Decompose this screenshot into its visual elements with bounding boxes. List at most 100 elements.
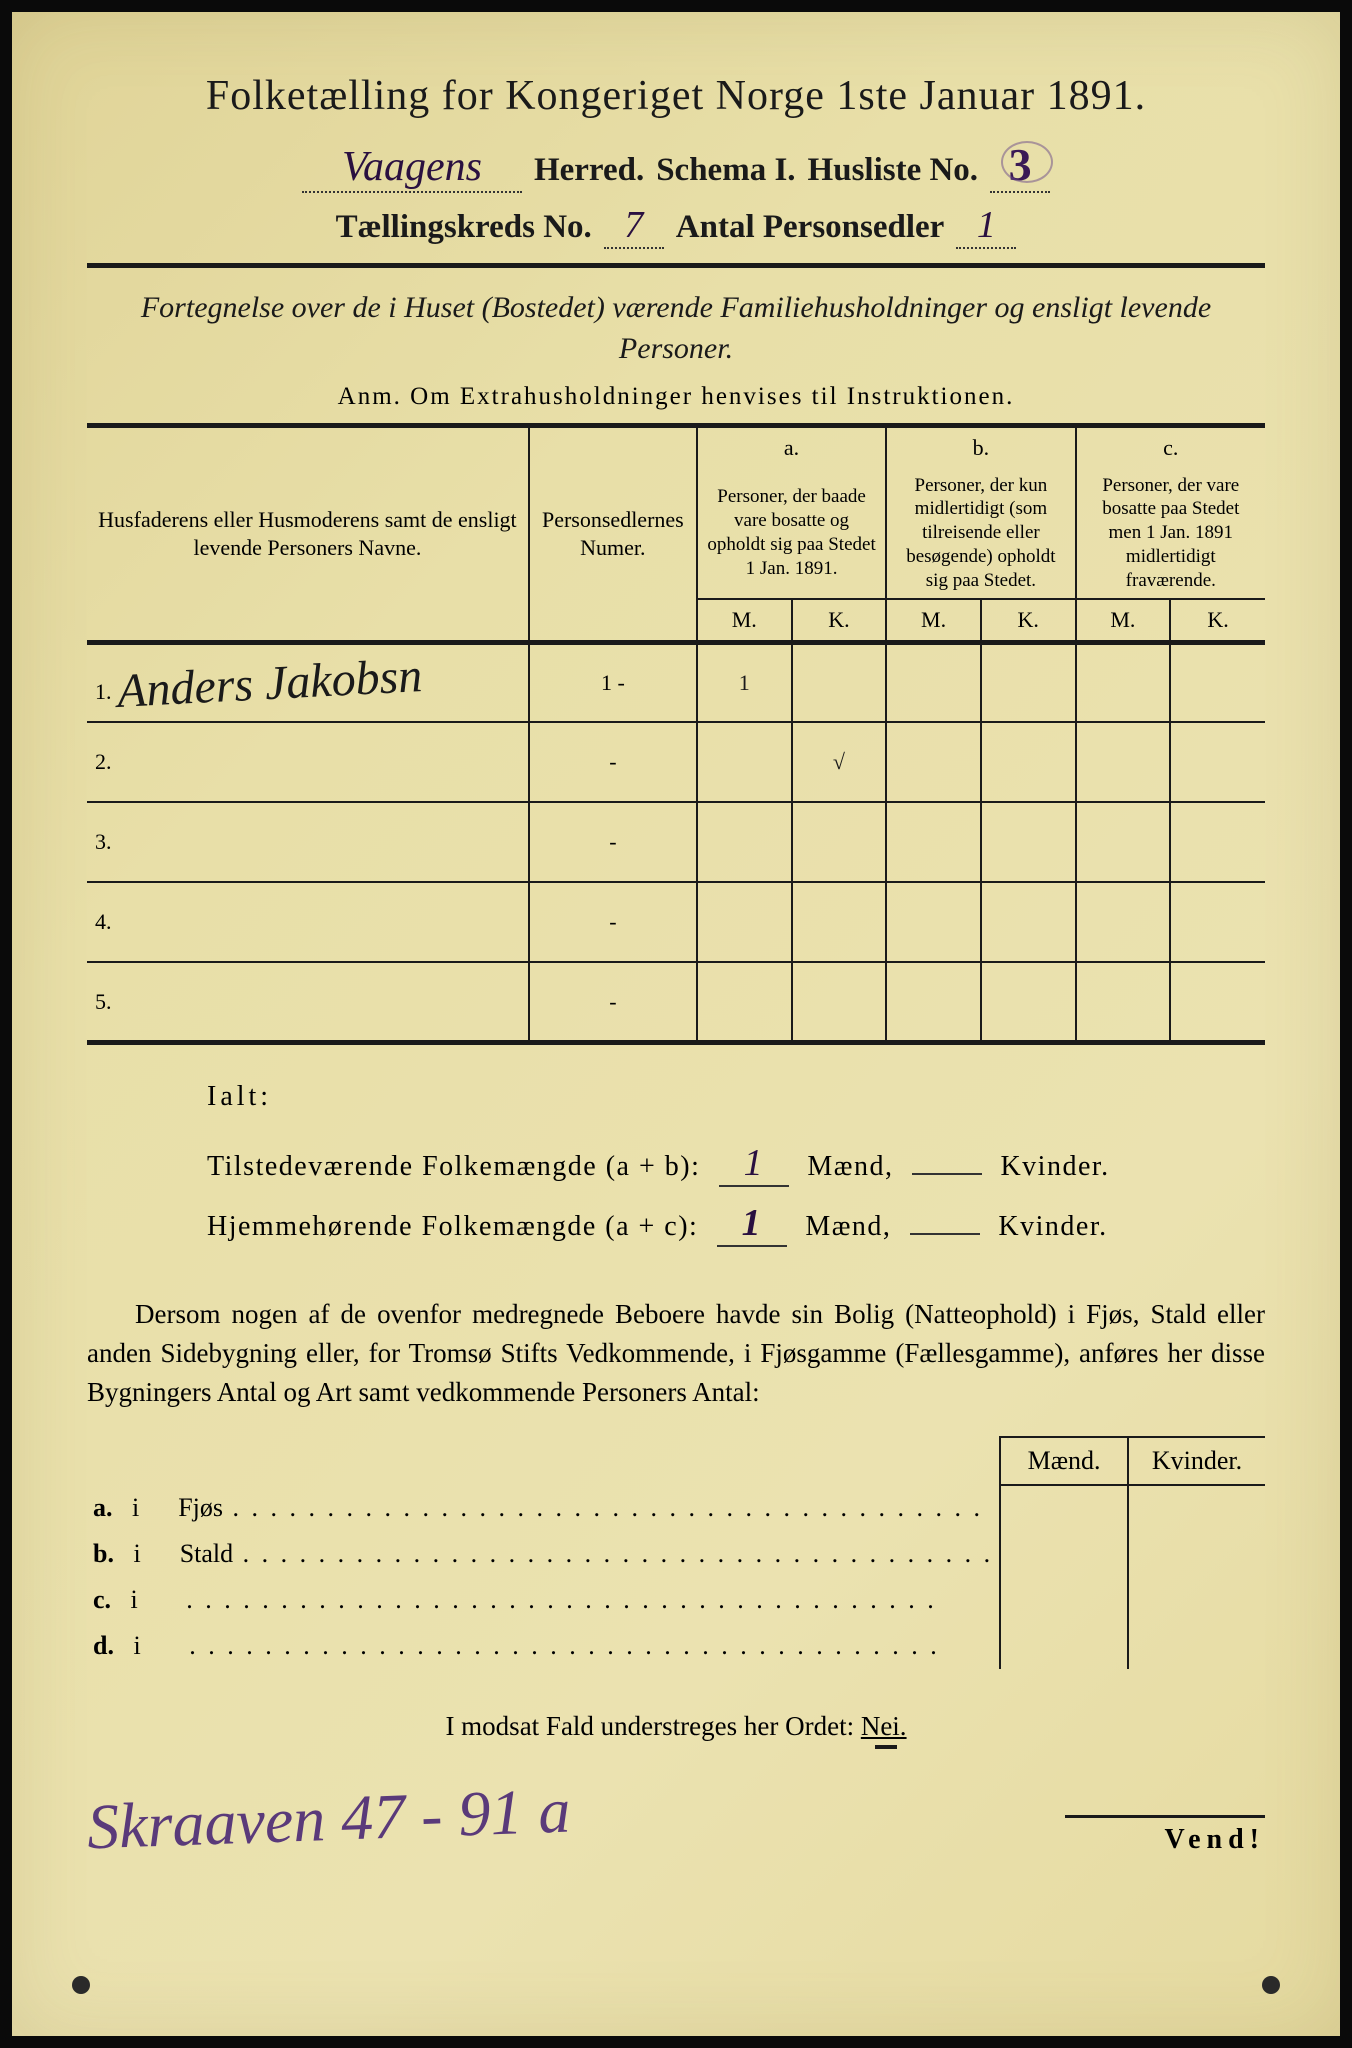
kvinder-label-2: Kvinder. [998, 1211, 1107, 1242]
header-row-2: Tællingskreds No. 7 Antal Personsedler 1 [87, 203, 1265, 249]
personsedler-num: - [529, 882, 697, 962]
side-row: a. i Fjøs . . . . . . . . . . . . . . . … [87, 1485, 1265, 1531]
footer-handwritten: Skraaven 47 - 91 a [86, 1774, 572, 1865]
cell-a-m [697, 722, 792, 802]
col-b-k: K. [981, 599, 1076, 642]
herred-value: Vaagens [342, 144, 482, 190]
schema-label: Schema I. [656, 152, 795, 189]
side-row: b. i Stald . . . . . . . . . . . . . . .… [87, 1531, 1265, 1577]
herred-label: Herred. [534, 152, 644, 189]
husliste-label: Husliste No. [808, 152, 979, 189]
cell-a-k [792, 802, 887, 882]
main-table: Husfaderens eller Husmoderens samt de en… [87, 423, 1265, 1045]
cell-b-m [886, 642, 981, 722]
cell-a-k [792, 642, 887, 722]
vend-label: Vend! [1065, 1815, 1265, 1856]
table-row: 2. - √ [87, 722, 1265, 802]
footer: Skraaven 47 - 91 a Vend! [87, 1782, 1265, 1856]
col-c-m: M. [1076, 599, 1171, 642]
divider [87, 263, 1265, 268]
nej-word: Nei. [861, 1711, 907, 1741]
modsat-pre: I modsat Fald understreges her Ordet: [445, 1711, 854, 1741]
kreds-label: Tællingskreds No. [336, 209, 592, 246]
cell-a-k: √ [792, 722, 887, 802]
table-row: 5. - [87, 962, 1265, 1042]
sum2-m: 1 [742, 1202, 763, 1244]
personsedler-num: - [529, 802, 697, 882]
page-title: Folketælling for Kongeriget Norge 1ste J… [87, 72, 1265, 120]
antal-value: 1 [977, 204, 996, 246]
sum1-m: 1 [744, 1142, 765, 1184]
modsat-line: I modsat Fald understreges her Ordet: Ne… [87, 1711, 1265, 1742]
side-head-k: Kvinder. [1128, 1437, 1265, 1485]
col-num-header: Personsedlernes Numer. [529, 426, 697, 643]
side-k [1128, 1531, 1265, 1577]
side-row-label: c. i . . . . . . . . . . . . . . . . . .… [87, 1577, 1000, 1623]
cell-c-k [1170, 722, 1265, 802]
cell-a-m [697, 802, 792, 882]
cell-b-k [981, 882, 1076, 962]
cell-b-k [981, 962, 1076, 1042]
side-row: c. i . . . . . . . . . . . . . . . . . .… [87, 1577, 1265, 1623]
cell-a-m [697, 882, 792, 962]
binding-hole-left [72, 1976, 90, 1994]
cell-a-k [792, 962, 887, 1042]
cell-b-k [981, 722, 1076, 802]
side-row-label: b. i Stald . . . . . . . . . . . . . . .… [87, 1531, 1000, 1577]
cell-c-m [1076, 962, 1171, 1042]
table-row: 4. - [87, 882, 1265, 962]
kreds-value: 7 [624, 204, 643, 246]
side-row: d. i . . . . . . . . . . . . . . . . . .… [87, 1623, 1265, 1669]
cell-b-m [886, 962, 981, 1042]
row-number: 3. [87, 802, 529, 882]
col-a-header: Personer, der baade vare bosatte og opho… [697, 468, 886, 600]
sum1-label: Tilstedeværende Folkemængde (a + b): [207, 1151, 700, 1182]
side-row-label: a. i Fjøs . . . . . . . . . . . . . . . … [87, 1485, 1000, 1531]
side-head-m: Mænd. [1000, 1437, 1128, 1485]
col-name-header: Husfaderens eller Husmoderens samt de en… [87, 426, 529, 643]
cell-c-k [1170, 802, 1265, 882]
census-form-page: Folketælling for Kongeriget Norge 1ste J… [0, 0, 1352, 2048]
cell-b-k [981, 802, 1076, 882]
cell-a-m [697, 962, 792, 1042]
col-c-tag: c. [1076, 426, 1265, 468]
maend-label-2: Mænd, [805, 1211, 891, 1242]
subtitle: Fortegnelse over de i Huset (Bostedet) v… [87, 288, 1265, 369]
totals-block: Ialt: Tilstedeværende Folkemængde (a + b… [207, 1081, 1265, 1247]
cell-b-m [886, 722, 981, 802]
binding-hole-right [1262, 1976, 1280, 1994]
table-row: 1. Anders Jakobsn1 -1 [87, 642, 1265, 722]
side-m [1000, 1577, 1128, 1623]
col-c-header: Personer, der vare bosatte paa Stedet me… [1076, 468, 1265, 600]
personsedler-num: - [529, 722, 697, 802]
husliste-value: 3 [1009, 139, 1032, 190]
sum2-label: Hjemmehørende Folkemængde (a + c): [207, 1211, 698, 1242]
row-number: 2. [87, 722, 529, 802]
side-m [1000, 1485, 1128, 1531]
side-building-paragraph: Dersom nogen af de ovenfor medregnede Be… [87, 1295, 1265, 1412]
personsedler-num: 1 - [529, 642, 697, 722]
header-row-1: Vaagens Herred. Schema I. Husliste No. 3 [87, 138, 1265, 193]
cell-c-m [1076, 642, 1171, 722]
maend-label: Mænd, [807, 1151, 893, 1182]
cell-b-k [981, 642, 1076, 722]
cell-a-k [792, 882, 887, 962]
col-b-m: M. [886, 599, 981, 642]
side-row-label: d. i . . . . . . . . . . . . . . . . . .… [87, 1623, 1000, 1669]
col-a-m: M. [697, 599, 792, 642]
col-a-k: K. [792, 599, 887, 642]
table-row: 3. - [87, 802, 1265, 882]
antal-label: Antal Personsedler [676, 209, 945, 246]
ialt-label: Ialt: [207, 1081, 272, 1113]
cell-c-k [1170, 642, 1265, 722]
row-number: 4. [87, 882, 529, 962]
col-a-tag: a. [697, 426, 886, 468]
cell-b-m [886, 882, 981, 962]
cell-c-m [1076, 882, 1171, 962]
row-number: 5. [87, 962, 529, 1042]
col-c-k: K. [1170, 599, 1265, 642]
kvinder-label: Kvinder. [1000, 1151, 1109, 1182]
side-k [1128, 1623, 1265, 1669]
side-m [1000, 1531, 1128, 1577]
row-number: 1. Anders Jakobsn [87, 642, 529, 722]
